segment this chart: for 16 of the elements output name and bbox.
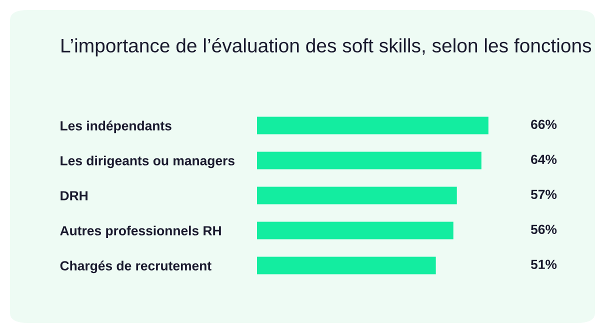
- data-label: 57%: [530, 190, 557, 200]
- bar: [257, 186, 457, 204]
- bar: [257, 152, 482, 170]
- data-label: 56%: [530, 224, 557, 234]
- bar: [257, 116, 488, 134]
- chart-title: L’importance de l’évaluation des soft skills, selon les fonctions: [62, 38, 592, 56]
- y-tick-label: Autres professionnels RH: [60, 226, 221, 238]
- y-tick-label: Les indépendants: [60, 120, 172, 134]
- data-label: 64%: [531, 154, 557, 164]
- data-label: 66%: [531, 120, 557, 130]
- y-tick-label: Chargés de recrutement: [60, 260, 212, 274]
- y-tick-label: DRH: [60, 191, 88, 200]
- bar: [257, 256, 436, 274]
- bar: [257, 222, 454, 240]
- y-tick-label: Les dirigeants ou managers: [60, 156, 234, 168]
- data-label: 51%: [530, 260, 557, 270]
